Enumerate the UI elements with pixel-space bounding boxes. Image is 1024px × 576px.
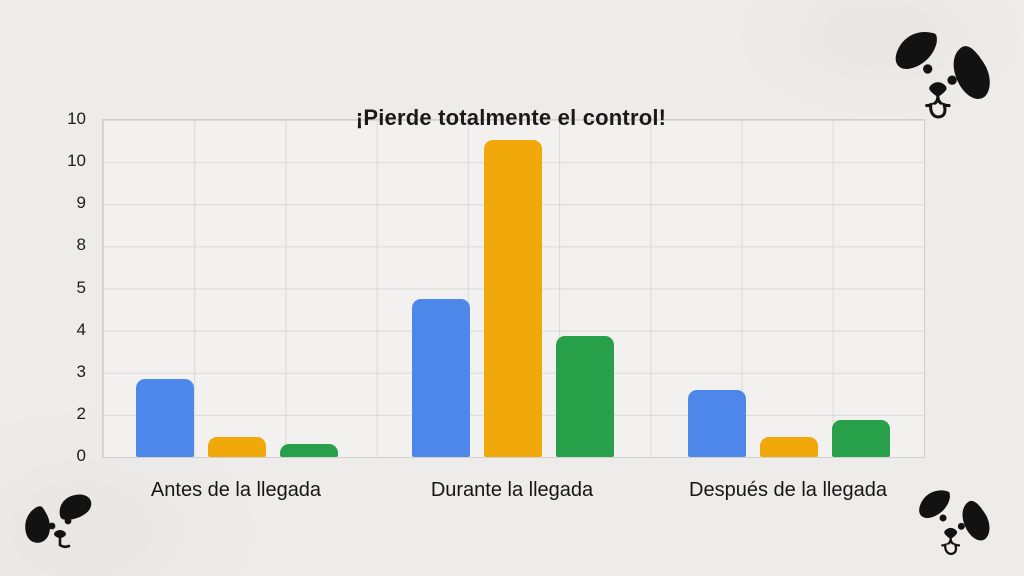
x-axis-category-label: Durante la llegada	[430, 479, 594, 501]
bar-serie-azul-3	[688, 390, 746, 457]
bar-serie-amarilla-3	[760, 437, 818, 457]
bar-serie-amarilla-2	[484, 140, 542, 457]
y-axis: 10 10 9 8 5 4 3 2 0	[42, 109, 94, 465]
plot-area	[102, 119, 925, 458]
y-axis-tick-label: 9	[76, 193, 86, 213]
y-axis-tick-label: 5	[76, 277, 86, 297]
dog-face-doodle-icon	[914, 486, 998, 556]
chart-title: ¡Pierde totalmente el control!	[355, 105, 667, 130]
bar-serie-verde-2	[556, 336, 614, 457]
bar-serie-azul-1	[136, 379, 194, 457]
y-axis-tick-label: 10	[67, 109, 86, 128]
y-axis-tick-label: 3	[76, 361, 86, 381]
x-axis-category-label: Antes de la llegada	[150, 479, 322, 501]
y-axis-tick-label: 2	[76, 403, 86, 423]
bar-serie-azul-2	[412, 299, 470, 457]
bar-serie-verde-3	[832, 420, 890, 457]
bar-serie-verde-1	[280, 444, 338, 457]
bar-serie-amarilla-1	[208, 437, 266, 457]
x-axis-category-label: Después de la llegada	[689, 479, 887, 501]
y-axis-tick-label: 8	[76, 235, 86, 255]
y-axis-tick-label: 4	[76, 319, 86, 339]
dog-face-doodle-icon	[889, 26, 1001, 120]
dog-face-doodle-icon	[18, 488, 110, 568]
y-axis-tick-label: 0	[76, 446, 86, 465]
y-axis-tick-label: 10	[67, 151, 86, 171]
